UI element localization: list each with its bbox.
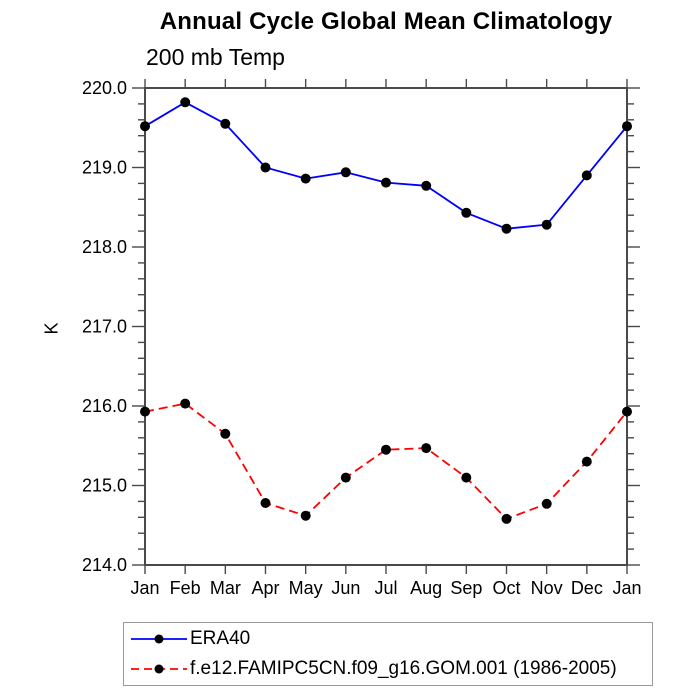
legend-item-1: f.e12.FAMIPC5CN.f09_g16.GOM.001 (1986-20… <box>130 654 652 684</box>
legend: ERA40 f.e12.FAMIPC5CN.f09_g16.GOM.001 (19… <box>123 622 653 686</box>
data-point-marker <box>581 170 592 181</box>
data-point-marker <box>501 513 512 524</box>
data-point-marker <box>300 510 311 521</box>
plot-frame <box>144 87 628 566</box>
data-point-marker <box>381 444 391 455</box>
data-point-marker <box>421 180 432 191</box>
x-axis-tick-label: Dec <box>571 578 603 598</box>
y-axis-tick-label: 214.0 <box>82 555 127 575</box>
data-point-marker <box>180 97 191 108</box>
data-point-marker <box>260 498 271 508</box>
data-point-marker <box>461 207 472 218</box>
x-axis-tick-label: Sep <box>450 578 482 598</box>
y-axis-tick-label: 216.0 <box>82 396 127 416</box>
x-axis-tick-label: Jan <box>612 578 641 598</box>
x-axis-tick-label: Apr <box>251 578 279 598</box>
y-axis-tick-label: 219.0 <box>82 158 127 178</box>
data-point-marker <box>140 406 150 417</box>
legend-marker <box>154 634 164 644</box>
x-axis-tick-label: Jun <box>331 578 360 598</box>
data-point-marker <box>622 121 632 132</box>
y-axis-tick-label: 218.0 <box>82 237 127 257</box>
data-point-marker <box>461 472 472 483</box>
x-axis-tick-label: May <box>289 578 323 598</box>
x-axis-tick-label: Feb <box>170 578 201 598</box>
y-axis-tick-label: 215.0 <box>82 476 127 496</box>
data-point-marker <box>180 398 191 409</box>
x-axis-tick-label: Oct <box>492 578 520 598</box>
data-point-marker <box>260 162 271 173</box>
x-axis-tick-label: Jan <box>130 578 159 598</box>
data-point-marker <box>340 167 351 178</box>
plot-canvas: Jan Feb Mar Apr May Jun Jul Aug Sep Oct Nov Dec Jan2… <box>82 78 642 598</box>
series-line-0 <box>144 101 628 230</box>
data-point-marker <box>581 456 592 467</box>
legend-item-0: ERA40 <box>130 624 652 654</box>
data-point-marker <box>220 428 231 439</box>
y-axis-tick-label: 217.0 <box>82 317 127 337</box>
chart-subtitle: 200 mb Temp <box>146 44 285 70</box>
chart-title: Annual Cycle Global Mean Climatology <box>159 8 613 35</box>
data-point-marker <box>541 219 552 230</box>
data-point-marker <box>501 223 512 234</box>
x-axis-tick-label: Nov <box>531 578 563 598</box>
data-point-marker <box>140 121 150 132</box>
legend-marker <box>154 664 164 674</box>
legend-line-sample <box>131 664 187 674</box>
data-point-marker <box>340 472 351 483</box>
x-axis-tick-label: Aug <box>410 578 442 598</box>
data-point-marker <box>381 177 391 188</box>
data-point-marker <box>220 118 231 129</box>
legend-label: ERA40 <box>190 628 251 649</box>
y-axis-tick-label: 220.0 <box>82 78 127 98</box>
x-axis-tick-label: Jul <box>374 578 397 598</box>
data-point-marker <box>300 173 311 184</box>
x-axis-tick-label: Mar <box>210 578 241 598</box>
data-point-marker <box>541 498 552 509</box>
data-point-marker <box>622 406 632 417</box>
series-line-1 <box>144 402 628 520</box>
legend-label: f.e12.FAMIPC5CN.f09_g16.GOM.001 (1986-20… <box>190 658 617 679</box>
legend-line-sample <box>131 634 187 644</box>
data-point-marker <box>421 443 432 454</box>
